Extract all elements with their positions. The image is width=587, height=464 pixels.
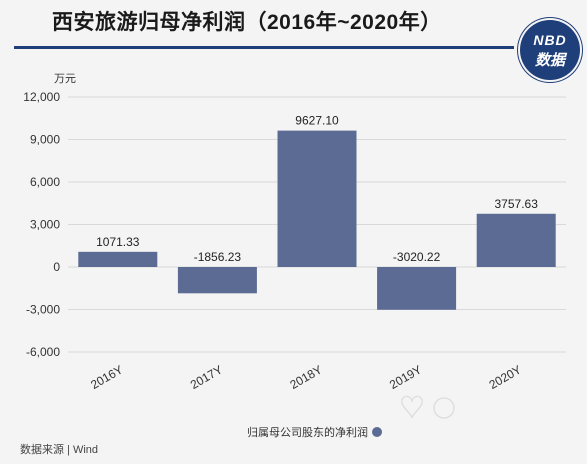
- bar: [476, 213, 556, 267]
- bar: [277, 130, 357, 267]
- bars: [78, 130, 556, 310]
- legend-marker: [372, 427, 382, 437]
- logo-text-bottom: 数据: [534, 52, 565, 69]
- watermark-heart-icon: [401, 395, 455, 419]
- y-tick-label: -3,000: [26, 303, 60, 317]
- data-labels: 1071.33 -1856.23 9627.10 -3020.22 3757.63: [96, 114, 538, 264]
- data-label: 3757.63: [495, 197, 539, 211]
- x-tick-label: 2018Y: [287, 362, 324, 391]
- bar: [78, 251, 158, 267]
- data-label: -3020.22: [393, 250, 441, 264]
- data-label: -1856.23: [194, 250, 242, 264]
- data-label: 9627.10: [295, 114, 339, 128]
- y-tick-label: 6,000: [30, 175, 60, 189]
- x-tick-label: 2020Y: [487, 362, 524, 391]
- chart-title: 西安旅游归母净利润（2016年~2020年）: [52, 11, 442, 34]
- bar: [377, 267, 457, 310]
- data-source: 数据来源 | Wind: [20, 444, 99, 456]
- legend: 归属母公司股东的净利润: [247, 425, 382, 439]
- x-tick-label: 2016Y: [88, 362, 125, 391]
- y-tick-label: -6,000: [26, 345, 60, 359]
- legend-label: 归属母公司股东的净利润: [247, 425, 368, 439]
- y-tick-label: 0: [53, 260, 60, 274]
- y-tick-label: 12,000: [23, 90, 60, 104]
- y-tick-label: 3,000: [30, 218, 60, 232]
- y-tick-label: 9,000: [30, 133, 60, 147]
- title-underline: [14, 46, 514, 49]
- x-tick-label: 2017Y: [188, 362, 225, 391]
- data-label: 1071.33: [96, 235, 140, 249]
- bar: [177, 267, 257, 294]
- y-axis: 万元 12,000 9,000 6,000 3,000 0 -3,000 -6,000: [23, 73, 76, 359]
- logo-text-top: NBD: [533, 32, 567, 48]
- nbd-logo: NBD 数据: [520, 20, 580, 80]
- y-unit-label: 万元: [54, 73, 76, 85]
